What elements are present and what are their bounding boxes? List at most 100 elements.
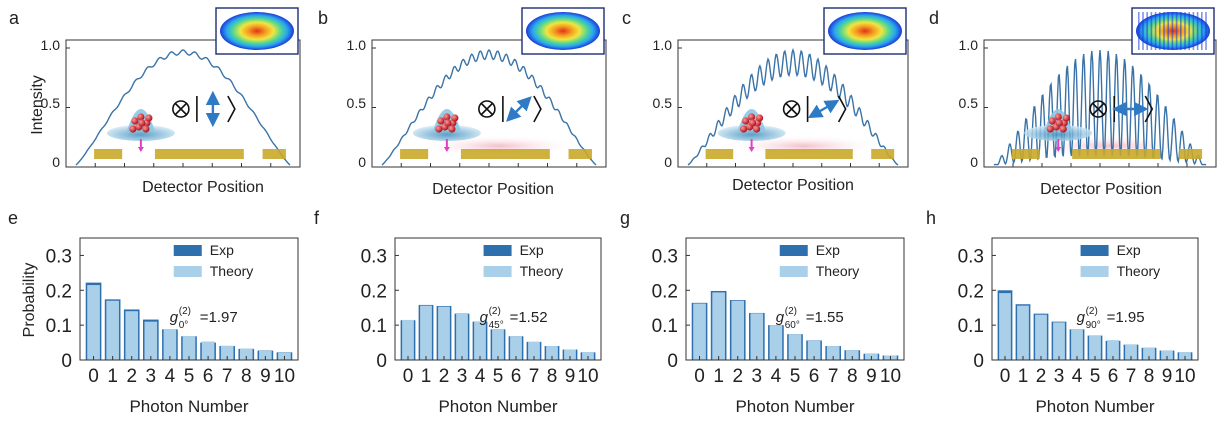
x-tick-label: 0 [1000, 366, 1011, 387]
beam-profile-blob [828, 12, 902, 50]
x-tick-label: 3 [1054, 366, 1065, 387]
legend-label: Exp [816, 242, 840, 258]
theory-bar [456, 313, 468, 360]
theory-bar [750, 313, 764, 360]
y-axis-label: Intensity [29, 75, 46, 135]
panel-letter: b [318, 8, 328, 28]
atom-ensemble-icon [142, 125, 150, 133]
x-tick-label: 6 [203, 366, 214, 387]
x-tick-label: 4 [1072, 366, 1083, 387]
x-tick-label: 5 [184, 366, 195, 387]
fringe-stripe [1201, 12, 1203, 50]
panel-letter: c [622, 8, 631, 28]
fringe-stripe [1142, 12, 1144, 50]
cloud-base [717, 125, 786, 141]
x-tick-label: 0 [88, 366, 99, 387]
x-tick-label: 0 [403, 366, 414, 387]
legend-label: Exp [1117, 242, 1141, 258]
cloud-base [1024, 125, 1093, 141]
theory-bar [1125, 344, 1137, 360]
x-tick-label: 1 [107, 366, 118, 387]
gold-detector-bar-icon [94, 149, 123, 159]
fringe-stripe [1171, 12, 1174, 50]
y-tick-label: 0 [970, 154, 978, 170]
x-tick-label: 8 [847, 366, 858, 387]
theory-bar [1089, 335, 1101, 360]
x-tick-label: 5 [790, 366, 801, 387]
y-tick-label: 0 [358, 154, 366, 170]
pink-arrow-head [443, 147, 450, 152]
x-tick-label: 0 [694, 366, 705, 387]
theory-bar [125, 311, 139, 360]
x-tick-label: 4 [165, 366, 176, 387]
intensity-curve [381, 49, 597, 166]
gold-detector-bar-icon [871, 149, 895, 159]
x-tick-label: 10 [880, 366, 901, 387]
atom-ensemble-icon [129, 125, 137, 133]
fringe-stripe [1188, 12, 1190, 50]
legend-swatch-theory [1080, 266, 1109, 277]
theory-bar [474, 321, 486, 360]
y-tick-label: 0 [61, 351, 72, 372]
panel-b-interference: b 1.0 0.5 0 Detector Position [318, 7, 607, 198]
fringe-stripe [1150, 12, 1153, 50]
fringe-stripe [1180, 12, 1182, 50]
g2-value: =1.97 [200, 309, 238, 326]
fringe-stripe [1167, 12, 1169, 50]
x-tick-label: 4 [771, 366, 782, 387]
x-tick-label: 7 [828, 366, 839, 387]
theory-bar [106, 300, 119, 360]
atom-ensemble-icon [753, 125, 761, 133]
y-tick-label: 0.3 [361, 246, 387, 267]
x-tick-label: 10 [274, 366, 295, 387]
theory-bar [788, 334, 802, 360]
atom-ensemble-icon [437, 117, 445, 125]
y-tick-label: 0.5 [653, 95, 673, 111]
panel-letter: h [926, 208, 936, 228]
fringe-stripe [1192, 12, 1195, 50]
plot-frame [685, 237, 905, 361]
x-axis-label: Detector Position [432, 181, 554, 198]
theory-bar [807, 340, 821, 360]
x-tick-label: 9 [1162, 366, 1173, 387]
legend-label: Exp [520, 242, 544, 258]
y-tick-label: 0.3 [652, 246, 678, 267]
tensor-product-icon [478, 100, 496, 118]
gold-detector-bar-icon [765, 149, 853, 159]
polarization-ket-icon [227, 95, 236, 123]
atom-ensemble-icon [443, 113, 451, 121]
atom-ensemble-icon [444, 119, 452, 127]
fringe-stripe [1159, 12, 1161, 50]
fringe-stripe [1154, 12, 1157, 50]
theory-bar [1071, 329, 1083, 360]
polarization-ket-icon [533, 95, 542, 123]
legend-label: Theory [520, 263, 564, 279]
legend-swatch-theory [779, 266, 808, 277]
x-tick-label: 1 [421, 366, 432, 387]
cloud-base [106, 125, 175, 141]
g2-subscript: 60° [785, 320, 800, 331]
theory-bar [712, 292, 725, 360]
intensity-curve [75, 49, 291, 166]
theory-bar [201, 341, 215, 360]
gold-detector-bar-icon [400, 149, 429, 159]
theory-bar [402, 319, 414, 360]
theory-bar [492, 329, 504, 360]
gold-detector-bar-icon [705, 149, 734, 159]
pink-arrow-head [1055, 147, 1062, 152]
x-tick-label: 4 [475, 366, 486, 387]
atom-ensemble-icon [435, 125, 443, 133]
tensor-product-icon [1089, 100, 1108, 118]
g2-label: g [170, 309, 179, 326]
atom-ensemble-icon [749, 119, 757, 127]
panel-letter: d [929, 8, 939, 28]
atom-ensemble-icon [137, 113, 145, 121]
theory-bar [826, 346, 840, 360]
gold-detector-bar-icon [1178, 149, 1203, 159]
theory-bar [1143, 347, 1155, 360]
theory-bar [420, 305, 432, 360]
x-tick-label: 6 [511, 366, 522, 387]
y-tick-label: 0.5 [347, 95, 367, 111]
